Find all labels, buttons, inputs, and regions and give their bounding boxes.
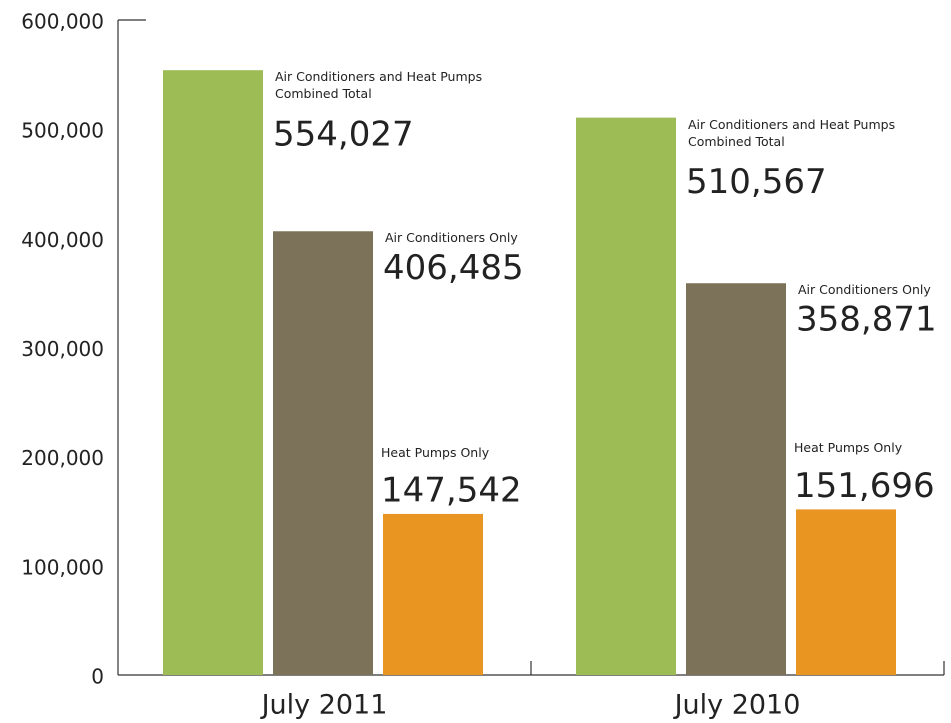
series-name: Air Conditioners Only: [385, 230, 518, 246]
series-name-label: Air Conditioners Only: [385, 230, 518, 246]
series-name: Heat Pumps Only: [794, 440, 903, 456]
series-name-label: Heat Pumps Only: [381, 444, 490, 460]
bar: [383, 513, 483, 675]
y-tick-label: 100,000: [21, 555, 104, 579]
bar: [273, 231, 373, 675]
value-label: 151,696: [794, 466, 935, 506]
y-tick-label: 500,000: [21, 119, 104, 143]
series-name-label: Air Conditioners and Heat Pumps Combined…: [688, 116, 896, 149]
y-tick-label: 200,000: [21, 446, 104, 470]
bar: [163, 70, 263, 675]
series-name-label: Heat Pumps Only: [794, 440, 903, 456]
value-label: 554,027: [273, 115, 414, 155]
value-label: 147,542: [381, 470, 522, 510]
bar: [686, 283, 786, 675]
series-name-label: Air Conditioners Only: [798, 282, 931, 298]
series-name-label: Air Conditioners and Heat Pumps Combined…: [275, 69, 483, 102]
y-tick-label: 400,000: [21, 228, 104, 252]
x-tick-label: July 2011: [260, 690, 388, 721]
bar: [576, 117, 676, 675]
value-label: 358,871: [796, 300, 937, 340]
value-label: 406,485: [383, 248, 524, 288]
series-name: Air Conditioners and Heat Pumps Combined…: [275, 69, 483, 102]
series-name: Air Conditioners Only: [798, 282, 931, 298]
series-name: Heat Pumps Only: [381, 444, 490, 460]
y-tick-label: 600,000: [21, 10, 104, 34]
x-tick-label: July 2010: [673, 690, 801, 721]
value-label: 510,567: [686, 162, 827, 202]
y-tick-label: 0: [91, 665, 104, 689]
series-name: Air Conditioners and Heat Pumps Combined…: [688, 116, 896, 149]
bar: [796, 509, 896, 675]
y-tick-label: 300,000: [21, 337, 104, 361]
